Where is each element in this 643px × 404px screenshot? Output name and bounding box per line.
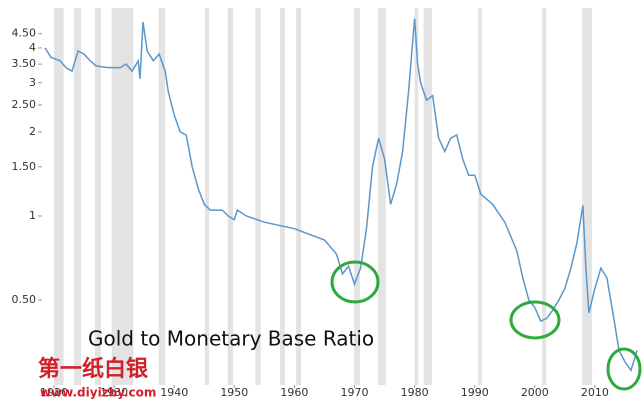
recession-band bbox=[296, 8, 302, 385]
recession-band bbox=[279, 8, 285, 385]
y-tick-label: 3 bbox=[29, 76, 36, 89]
y-tick-label: 3.50 bbox=[12, 57, 37, 70]
recession-band bbox=[73, 8, 82, 385]
recession-band bbox=[158, 8, 166, 385]
recession-band bbox=[255, 8, 261, 385]
foreground-layer: 0.50 1 1.50 2 2.50 3 3.50 44.50 1920 1930 1940 1950… bbox=[12, 18, 638, 399]
recession-band bbox=[377, 8, 386, 385]
x-tick-label: 1930 bbox=[100, 386, 128, 399]
watermark: 第一纸白银 bbox=[38, 356, 149, 382]
y-tick-label: 4.50 bbox=[12, 27, 37, 40]
y-tick-label: 4 bbox=[29, 41, 36, 54]
recession-band bbox=[111, 8, 134, 385]
x-tick-label: 1940 bbox=[160, 386, 188, 399]
recession-band bbox=[353, 8, 360, 385]
recession-band bbox=[94, 8, 101, 385]
background-layer bbox=[54, 8, 592, 385]
recession-band bbox=[542, 8, 547, 385]
x-tick-label: 1970 bbox=[341, 386, 369, 399]
x-tick-label: 1920 bbox=[40, 386, 68, 399]
x-tick-label: 2000 bbox=[521, 386, 549, 399]
y-tick-label: 2 bbox=[29, 125, 36, 138]
y-tick-label: 1 bbox=[29, 209, 36, 222]
recession-band bbox=[54, 8, 64, 385]
watermark: www.diyizby.com bbox=[40, 386, 156, 400]
recession-band bbox=[414, 8, 419, 385]
highlight-circle bbox=[330, 260, 380, 304]
recession-band bbox=[478, 8, 482, 385]
y-tick-label: 1.50 bbox=[12, 160, 37, 173]
y-tick-label: 0.50 bbox=[12, 293, 37, 306]
x-tick-label: 1990 bbox=[461, 386, 489, 399]
chart-title: Gold to Monetary Base Ratio bbox=[88, 327, 374, 351]
recession-band bbox=[204, 8, 210, 385]
x-tick-label: 1980 bbox=[401, 386, 429, 399]
highlight-circle bbox=[606, 347, 642, 391]
recession-band bbox=[423, 8, 433, 385]
y-tick-label: 2.50 bbox=[12, 98, 37, 111]
recession-band bbox=[582, 8, 592, 385]
data-line bbox=[44, 18, 638, 372]
recession-band bbox=[227, 8, 234, 385]
x-tick-label: 1960 bbox=[280, 386, 308, 399]
highlight-circle bbox=[509, 300, 561, 340]
x-tick-label: 1950 bbox=[220, 386, 248, 399]
x-tick-label: 2010 bbox=[581, 386, 609, 399]
